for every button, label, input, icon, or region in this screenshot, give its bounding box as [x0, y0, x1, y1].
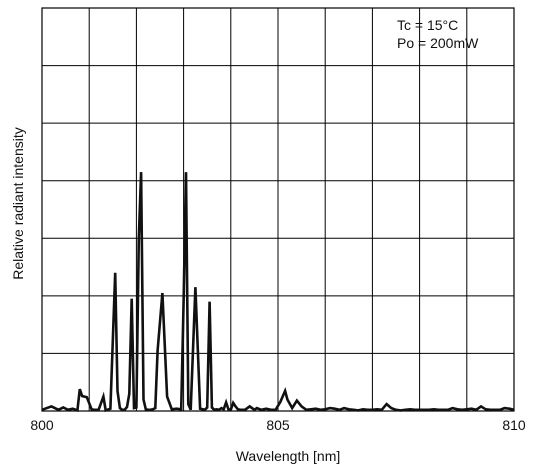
plot-frame: [41, 7, 515, 412]
y-axis-label: Relative radiant intensity: [10, 127, 26, 280]
series-line: [41, 172, 515, 413]
x-tick-label: 800: [30, 417, 54, 433]
annotation-power: Po = 200mW: [397, 35, 479, 51]
chart-grid: [42, 8, 514, 411]
x-axis-label: Wavelength [nm]: [236, 448, 341, 464]
x-tick-label: 810: [502, 417, 526, 433]
x-tick-label: 805: [266, 417, 290, 433]
annotation-temperature: Tc = 15°C: [397, 17, 458, 33]
x-tick-labels: 800 805 810: [30, 417, 526, 433]
